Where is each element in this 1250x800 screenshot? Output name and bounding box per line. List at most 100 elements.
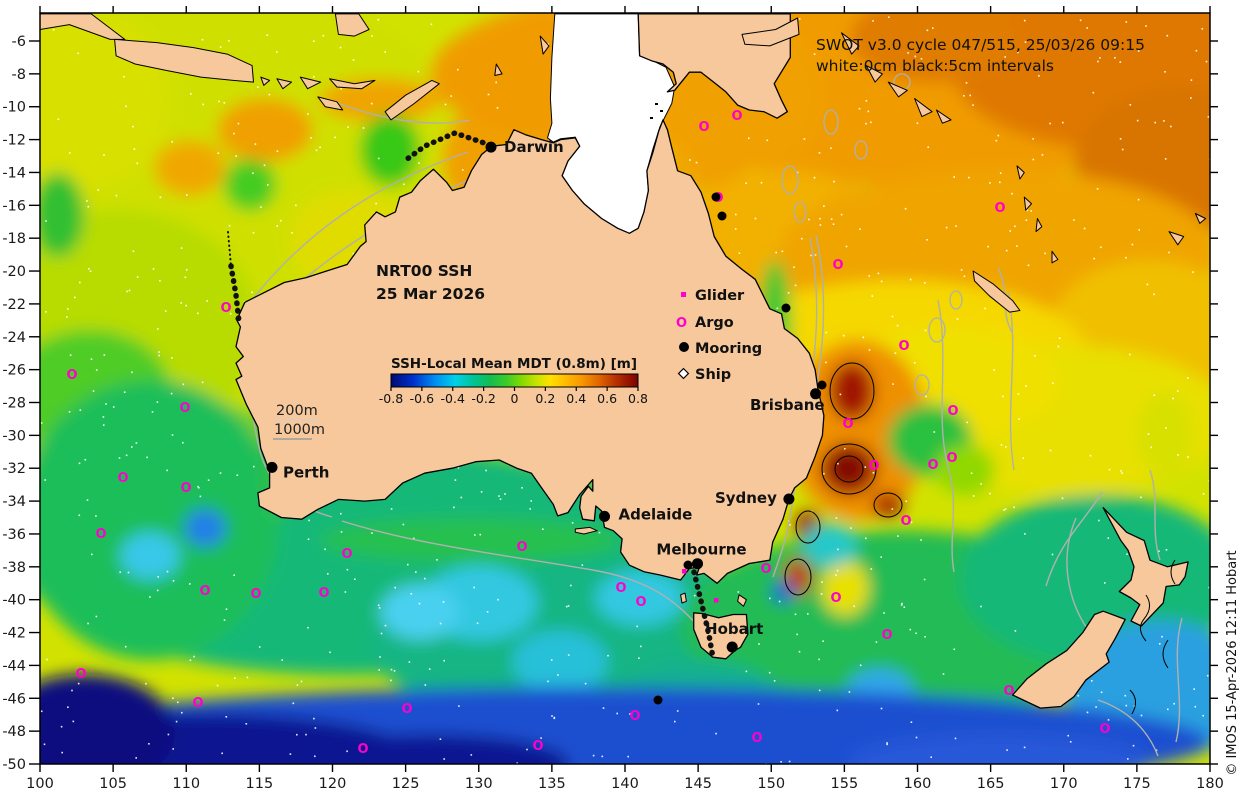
city-label-hobart: Hobart (705, 620, 763, 638)
track-dot (334, 136, 336, 139)
track-dot (954, 737, 957, 740)
ssh-blob (935, 445, 995, 495)
ssh-blob (40, 380, 280, 660)
track-dot (1124, 694, 1127, 697)
track-dot (865, 100, 868, 102)
track-dot (1121, 472, 1123, 474)
track-dot (319, 146, 321, 149)
track-dot (1155, 749, 1158, 752)
track-dot (189, 583, 191, 585)
lat-tick-label: -24 (2, 330, 26, 346)
colorbar-tick-label: -0.4 (441, 391, 465, 406)
track-dot (972, 104, 974, 106)
ssh-blob (120, 532, 180, 580)
track-dot (67, 706, 69, 708)
track-dot (225, 608, 228, 610)
track-dot (175, 720, 178, 723)
track-dot (125, 105, 127, 108)
track-dot (1150, 446, 1152, 449)
torres-islet (650, 117, 653, 119)
track-dot (1168, 251, 1170, 254)
island (1051, 250, 1059, 264)
track-dot (1190, 97, 1192, 99)
track-dot (89, 270, 92, 273)
track-dot (1127, 758, 1129, 760)
track-dot (97, 189, 99, 191)
track-dot (1062, 121, 1064, 124)
colorbar-tick-label: -0.6 (410, 391, 434, 406)
island (741, 17, 800, 47)
island (329, 78, 376, 90)
track-dot (526, 748, 528, 751)
argo-float-marker: O (760, 562, 771, 577)
track-dot (629, 713, 631, 715)
track-dot (819, 224, 822, 226)
track-dot (1089, 454, 1092, 457)
track-dot (781, 250, 784, 253)
track-dot (233, 132, 235, 135)
track-dot (1052, 382, 1054, 384)
track-dot (872, 20, 874, 22)
track-dot (393, 670, 396, 672)
track-dot (454, 479, 457, 481)
track-dot (845, 245, 848, 248)
island (494, 63, 503, 76)
track-dot (310, 137, 312, 139)
argo-float-marker: O (830, 591, 841, 606)
lon-tick-label: 115 (246, 776, 274, 792)
track-dot (171, 357, 173, 359)
track-dot (201, 381, 204, 384)
city-label-melbourne: Melbourne (656, 541, 746, 559)
track-dot (1061, 497, 1064, 500)
island (317, 96, 344, 111)
argo-float-marker: O (635, 595, 646, 610)
track-dot (1038, 75, 1040, 77)
track-dot (567, 654, 570, 656)
track-dot (550, 659, 553, 661)
ship-track (400, 130, 493, 165)
track-dot (145, 682, 147, 685)
island (865, 65, 883, 83)
track-dot (206, 300, 208, 302)
track-dot (980, 483, 982, 485)
argo-float-marker: O (994, 201, 1005, 216)
track-dot (1108, 468, 1111, 471)
track-dot (125, 454, 128, 457)
track-dot (159, 279, 161, 282)
track-dot (305, 733, 307, 736)
track-dot (980, 605, 982, 608)
axes: 100 105 110 115 120 125 130 135 140 145 150 155 160 1… (2, 6, 1224, 792)
track-dot (453, 506, 455, 509)
lon-tick-label: 120 (319, 776, 347, 792)
track-dot (1153, 293, 1155, 296)
track-dot (1092, 91, 1095, 94)
track-dot (930, 756, 932, 758)
island (574, 526, 598, 535)
track-dot (565, 605, 568, 608)
track-dot (1073, 219, 1075, 221)
track-dot (1119, 61, 1122, 63)
track-dot (945, 226, 948, 229)
track-dot (149, 596, 151, 598)
track-dot (103, 354, 106, 356)
argo-float-marker: O (615, 581, 626, 596)
island (539, 35, 550, 55)
lat-tick-label: -14 (2, 165, 26, 181)
track-dot (916, 122, 919, 124)
track-dot (1164, 158, 1167, 160)
glider-marker (682, 569, 687, 574)
track-dot (296, 733, 298, 736)
track-dot (1027, 264, 1030, 267)
platform-markers: O O O O O O O O O O O O O O O O O O O O O O O O O O O O O O O O O O O O O (66, 109, 1110, 757)
track-dot (424, 684, 427, 686)
track-dot (118, 457, 121, 459)
track-dot (315, 149, 318, 152)
track-dot (496, 107, 499, 109)
track-dot (1025, 385, 1027, 387)
track-dot (132, 250, 135, 253)
track-dot (177, 701, 179, 704)
track-dot (228, 40, 230, 42)
track-dot (542, 528, 544, 530)
track-dot (324, 548, 326, 551)
track-dot (1058, 337, 1061, 339)
